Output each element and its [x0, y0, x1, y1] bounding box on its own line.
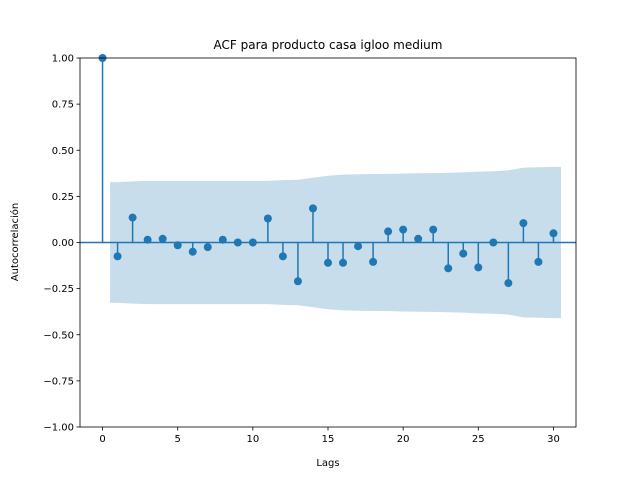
acf-point-lag-1: [113, 252, 122, 261]
y-tick-label: 1.00: [52, 54, 74, 65]
acf-point-lag-2: [128, 213, 137, 222]
acf-point-lag-3: [143, 235, 152, 244]
y-axis-label: Autocorrelación: [9, 203, 21, 281]
y-tick-label: −1.00: [43, 423, 74, 434]
y-tick-label: −0.25: [43, 284, 74, 295]
acf-point-lag-14: [308, 204, 317, 213]
x-axis-label: Lags: [316, 458, 339, 469]
acf-point-lag-9: [233, 238, 242, 247]
acf-point-lag-4: [158, 234, 167, 243]
acf-point-lag-13: [293, 277, 302, 286]
acf-point-lag-23: [444, 264, 453, 273]
acf-point-lag-24: [459, 249, 468, 258]
acf-point-lag-27: [504, 279, 513, 288]
acf-point-lag-16: [339, 258, 348, 267]
x-tick-label: 0: [99, 434, 105, 445]
acf-point-lag-8: [218, 235, 227, 244]
acf-point-lag-20: [399, 225, 408, 234]
x-tick-label: 15: [322, 434, 335, 445]
acf-point-lag-6: [188, 247, 197, 256]
acf-point-lag-28: [519, 219, 528, 228]
acf-point-lag-10: [248, 238, 257, 247]
y-tick-label: 0.25: [52, 192, 74, 203]
acf-point-lag-30: [549, 229, 558, 238]
acf-point-lag-7: [203, 243, 212, 252]
y-tick-label: 0.75: [52, 100, 74, 111]
acf-point-lag-25: [474, 263, 483, 272]
x-axis-ticks: 0 5 10 15 20 25 30: [99, 427, 560, 445]
acf-point-lag-21: [414, 234, 423, 243]
y-tick-label: −0.75: [43, 376, 74, 387]
acf-point-lag-15: [324, 258, 332, 267]
acf-point-lag-26: [489, 238, 498, 247]
acf-point-lag-29: [534, 257, 543, 266]
acf-point-lag-17: [354, 242, 363, 251]
x-tick-label: 30: [547, 434, 560, 445]
y-tick-label: −0.50: [43, 330, 74, 341]
acf-point-lag-11: [263, 214, 272, 223]
acf-point-lag-19: [384, 227, 393, 236]
x-tick-label: 20: [397, 434, 410, 445]
x-tick-label: 10: [246, 434, 259, 445]
chart-title: ACF para producto casa igloo medium: [214, 38, 443, 52]
acf-point-lag-12: [278, 252, 287, 261]
plot-area: [80, 54, 576, 319]
y-tick-label: 0.50: [52, 146, 74, 157]
y-tick-label: 0.00: [52, 238, 74, 249]
acf-point-lag-18: [369, 257, 378, 266]
x-tick-label: 5: [175, 434, 181, 445]
acf-markers: [98, 54, 558, 288]
acf-point-lag-22: [429, 225, 438, 234]
acf-point-lag-5: [173, 241, 182, 250]
y-axis-ticks: −1.00 −0.75 −0.50 −0.25 0.00 0.25 0.50 0.75 1.00: [43, 54, 80, 434]
x-tick-label: 25: [472, 434, 485, 445]
